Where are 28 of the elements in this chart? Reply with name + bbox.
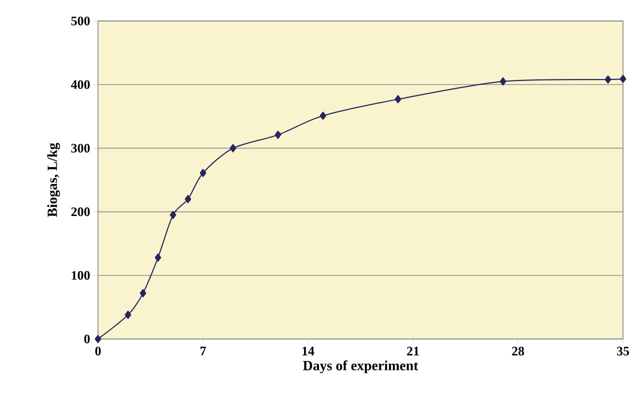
- y-tick-label: 200: [71, 207, 90, 216]
- y-tick-label: 400: [70, 80, 90, 89]
- point: [604, 75, 612, 84]
- y-tick-label: 300: [71, 144, 90, 153]
- x-tick-label: 7: [200, 346, 206, 356]
- point: [184, 194, 192, 204]
- point: [230, 144, 236, 152]
- x-axis-title: Days of experiment: [303, 360, 418, 374]
- x-tick-label: 35: [617, 346, 630, 356]
- y-axis-title: Biogas, L/kg: [47, 142, 60, 217]
- point: [124, 310, 132, 319]
- x-tick-label: 14: [302, 346, 314, 356]
- point: [140, 289, 146, 298]
- point: [500, 77, 506, 86]
- y-tick-label: 100: [72, 271, 90, 280]
- point: [274, 130, 282, 139]
- point: [94, 334, 102, 344]
- point: [154, 253, 162, 262]
- point: [620, 74, 626, 84]
- point: [394, 95, 402, 104]
- x-tick-label: 28: [512, 346, 524, 356]
- point: [320, 112, 326, 120]
- y-tick-label: 500: [71, 16, 90, 26]
- point: [200, 168, 206, 178]
- x-tick-label: 0: [95, 346, 101, 356]
- point: [170, 210, 176, 220]
- y-tick-label: 0: [84, 334, 90, 344]
- x-tick-label: 21: [407, 346, 419, 356]
